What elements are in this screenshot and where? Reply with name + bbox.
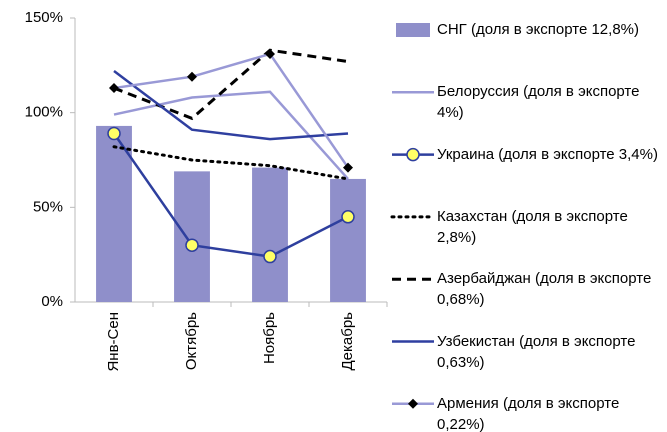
bar — [252, 167, 288, 302]
line — [113, 48, 349, 121]
line — [113, 70, 349, 141]
y-tick-label: 150% — [25, 9, 63, 26]
legend-marker — [406, 147, 420, 162]
line — [112, 132, 349, 258]
x-tick-label: Октябрь — [183, 312, 200, 370]
x-tick-label: Декабрь — [339, 312, 356, 371]
legend-label: Казахстан (доля в экспорте 2,8%) — [437, 207, 628, 246]
point — [265, 48, 275, 59]
y-tick-label: 100% — [25, 104, 63, 121]
point — [109, 83, 119, 94]
legend-label: Белоруссия (доля в экспорте 4%) — [437, 83, 640, 122]
x-tick-label: Ноябрь — [261, 312, 278, 364]
bar — [330, 178, 366, 302]
point — [185, 238, 199, 252]
bar — [96, 125, 132, 302]
y-tick-label: 50% — [33, 198, 63, 215]
bar — [174, 171, 210, 302]
legend-label: Азербайджан (доля в экспорте 0,68%) — [437, 270, 652, 309]
x-tick-label: Янв-Сен — [105, 312, 122, 372]
legend-label: СНГ (доля в экспорте 12,8%) — [437, 21, 639, 38]
legend-swatch — [396, 23, 430, 37]
legend-label: Узбекистан (доля в экспорте 0,63%) — [437, 332, 636, 371]
line — [112, 145, 350, 181]
point — [263, 249, 277, 264]
point — [187, 71, 197, 82]
legend-label: Армения (доля в экспорте 0,22%) — [437, 394, 620, 432]
y-tick-label: 0% — [41, 293, 63, 310]
legend-label: Украина (доля в экспорте 3,4%) — [437, 145, 658, 163]
line — [113, 52, 350, 169]
point — [107, 126, 121, 141]
legend-marker — [408, 398, 418, 409]
point — [343, 162, 353, 173]
point — [341, 210, 355, 224]
